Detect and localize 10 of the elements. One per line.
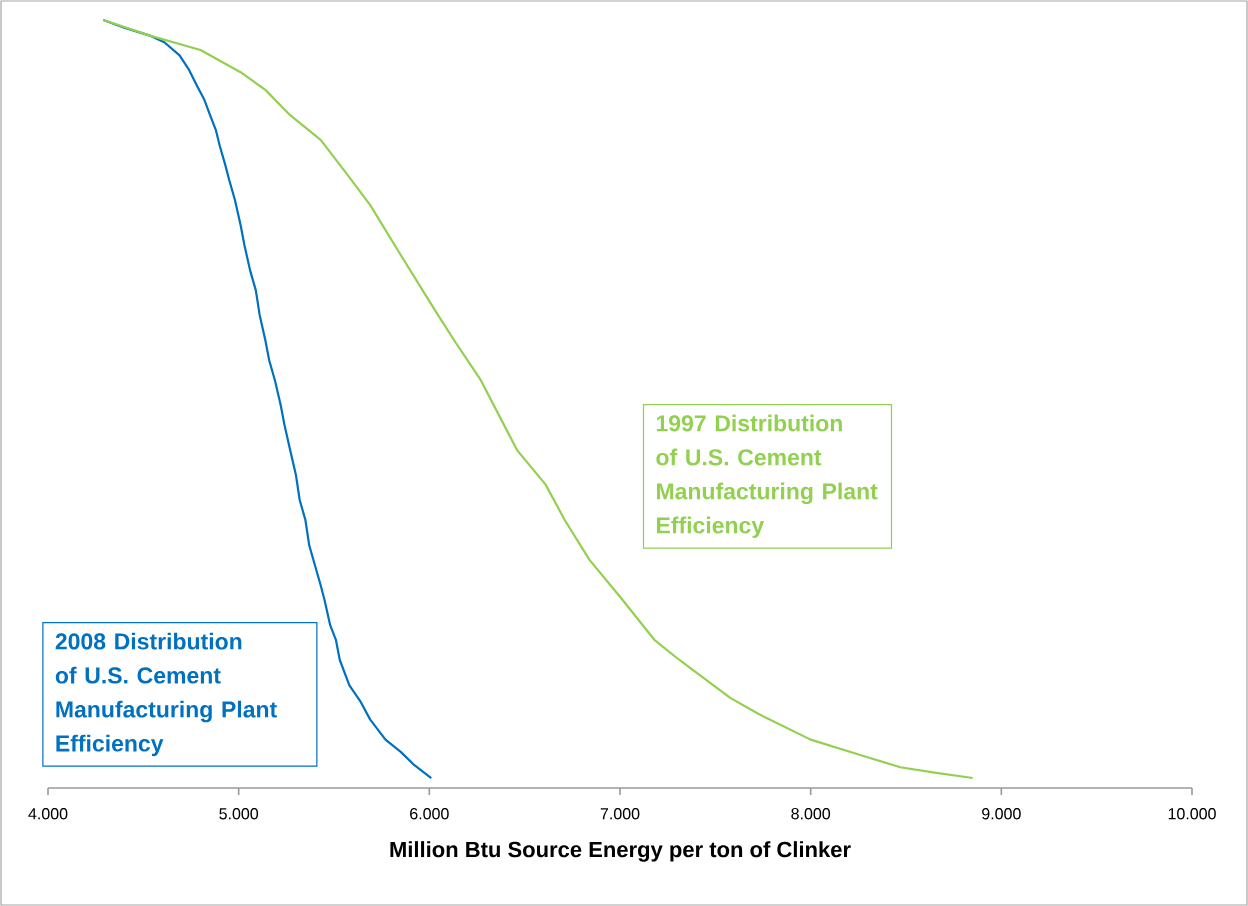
- x-tick-label: 7.000: [600, 808, 640, 820]
- x-tick-label: 5.000: [219, 808, 259, 820]
- text: 1997 Distribution of U.S. Cement Manufacturing Plant Efficiency: [656, 414, 878, 539]
- x-tick-label: 6.000: [410, 808, 449, 820]
- x-tick-label: 8.000: [791, 808, 831, 820]
- x-tick-label: 10.000: [1168, 808, 1216, 820]
- x-tick-label: 9.000: [982, 808, 1021, 820]
- x-axis-title: Million Btu Source Energy per ton of Clinker: [390, 841, 851, 862]
- x-tick-label: 4.000: [28, 808, 68, 820]
- text: 2008 Distribution of U.S. Cement Manufacturing Plant Efficiency: [55, 632, 277, 757]
